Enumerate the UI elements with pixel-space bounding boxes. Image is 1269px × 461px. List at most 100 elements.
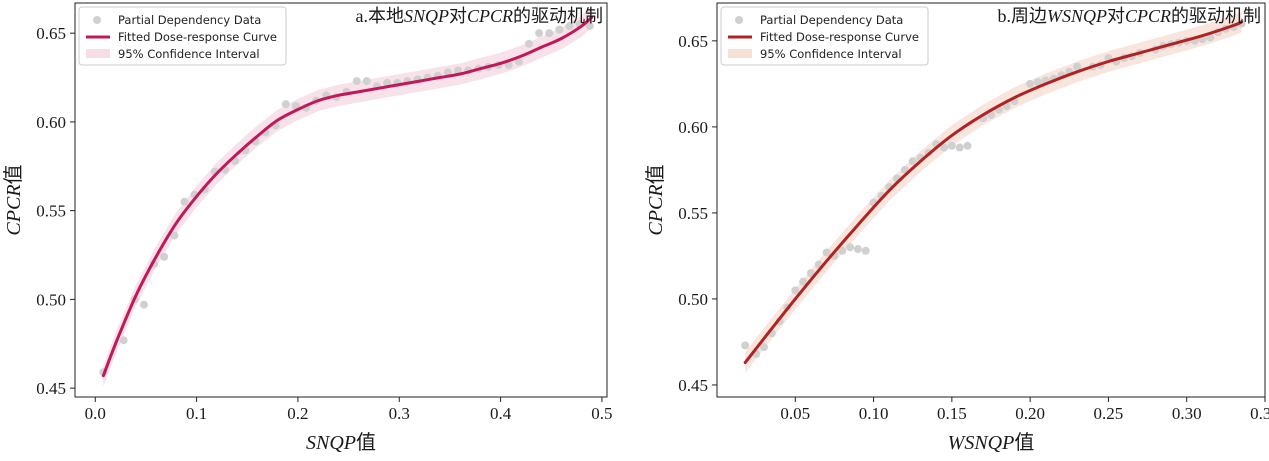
panel-a: 0.0 0.1 0.2 0.3 0.4 0.5 0.45 0.50 0.55 0.60 0.65 SN… (2, 2, 613, 454)
x-tick-label: 0.1 (186, 404, 207, 423)
data-point (853, 245, 862, 254)
y-tick-label: 0.45 (678, 376, 708, 395)
x-axis-title-var: SNQP (306, 432, 356, 454)
legend-label: Fitted Dose-response Curve (118, 30, 277, 44)
data-point (1026, 79, 1035, 88)
legend-marker-band (728, 49, 752, 58)
x-tick-label: 0.15 (937, 404, 967, 423)
y-tick-label: 0.55 (36, 202, 66, 221)
x-tick-label: 0.10 (859, 404, 889, 423)
y-tick-label: 0.65 (678, 32, 708, 51)
data-point (443, 68, 452, 77)
panel-title-var2: CPCR (1125, 6, 1171, 26)
x-tick-label: 0.5 (591, 404, 612, 423)
legend-box (78, 6, 287, 66)
data-point (947, 141, 956, 150)
data-points (741, 19, 1246, 358)
data-point (555, 25, 564, 34)
data-point (180, 197, 189, 206)
data-point (963, 141, 972, 150)
data-points (99, 20, 594, 377)
panel-title-var2: CPCR (467, 6, 513, 26)
y-tick-label: 0.50 (36, 290, 66, 309)
fitted-curve (743, 20, 1244, 365)
axes-frame (716, 2, 1266, 398)
data-point (908, 157, 917, 166)
data-point (838, 246, 847, 255)
data-point (454, 66, 463, 75)
legend-label: Fitted Dose-response Curve (760, 30, 919, 44)
data-point (741, 341, 750, 350)
legend: Partial Dependency Data Fitted Dose-respo… (720, 6, 929, 66)
data-point (170, 231, 179, 240)
x-axis-title: WSNQP值 (948, 431, 1035, 454)
data-point (861, 246, 870, 255)
data-point (352, 77, 361, 86)
y-tick-label: 0.60 (36, 113, 66, 132)
x-axis-title-suffix: 值 (1014, 431, 1034, 454)
y-tick-label: 0.65 (36, 24, 66, 43)
x-tick-label: 0.4 (490, 404, 512, 423)
data-point (362, 77, 371, 86)
legend-label: Partial Dependency Data (118, 13, 261, 27)
data-point (1033, 78, 1042, 87)
x-tick-label: 0.05 (780, 404, 810, 423)
data-point (846, 243, 855, 252)
data-point (119, 336, 128, 345)
legend-marker-points (93, 16, 101, 24)
data-point (504, 61, 513, 70)
panel-title-suffix: 的驱动机制 (513, 6, 603, 26)
x-tick-label: 0.0 (85, 404, 106, 423)
legend-label: 95% Confidence Interval (760, 47, 902, 61)
legend-marker-band (86, 49, 110, 58)
data-point (759, 343, 768, 352)
data-point (955, 143, 964, 152)
legend-label: Partial Dependency Data (760, 13, 903, 27)
panel-b: 0.05 0.10 0.15 0.20 0.25 0.30 0.35 0.45 0.50 0.55… (644, 2, 1269, 454)
data-point (940, 143, 949, 152)
x-tick-label: 0.25 (1094, 404, 1124, 423)
axes-frame (74, 2, 608, 398)
y-tick-label: 0.60 (678, 118, 708, 137)
y-axis-title-var: CPCR (645, 184, 667, 235)
x-tick-label: 0.2 (287, 404, 308, 423)
y-axis-title-var: CPCR (3, 184, 25, 235)
panel-title-suffix: 的驱动机制 (1171, 6, 1261, 26)
panel-title-prefix: a.本地 (355, 6, 404, 26)
fitted-curve (101, 15, 594, 378)
data-point (799, 277, 808, 286)
y-axis-title-suffix: 值 (2, 164, 25, 184)
confidence-band (745, 11, 1242, 373)
data-point (545, 29, 554, 38)
confidence-band (103, 6, 592, 387)
panel-title-mid: 对 (449, 6, 467, 26)
x-tick-label: 0.20 (1015, 404, 1045, 423)
data-point (565, 22, 574, 31)
panel-title: a.本地SNQP对CPCR的驱动机制 (355, 6, 603, 26)
data-point (383, 78, 392, 87)
x-axis-title-var: WSNQP (948, 432, 1015, 454)
legend-marker-points (735, 16, 743, 24)
data-point (281, 100, 290, 109)
x-axis-title: SNQP值 (306, 431, 376, 454)
legend-box (720, 6, 929, 66)
data-point (514, 57, 523, 66)
legend: Partial Dependency Data Fitted Dose-respo… (78, 6, 287, 66)
y-axis-title: CPCR值 (644, 164, 667, 235)
data-point (139, 300, 148, 309)
data-point (535, 29, 544, 38)
x-tick-label: 0.3 (389, 404, 410, 423)
y-axis-title: CPCR值 (2, 164, 25, 235)
panel-title-mid: 对 (1107, 6, 1125, 26)
data-point (585, 22, 594, 31)
data-point (1073, 62, 1082, 71)
panel-title-var1: SNQP (404, 6, 449, 26)
legend-label: 95% Confidence Interval (118, 47, 260, 61)
y-tick-label: 0.55 (678, 204, 708, 223)
data-point (791, 286, 800, 295)
x-tick-label: 0.30 (1172, 404, 1202, 423)
panel-title-prefix: b.周边 (997, 6, 1047, 26)
x-tick-label: 0.35 (1250, 404, 1269, 423)
